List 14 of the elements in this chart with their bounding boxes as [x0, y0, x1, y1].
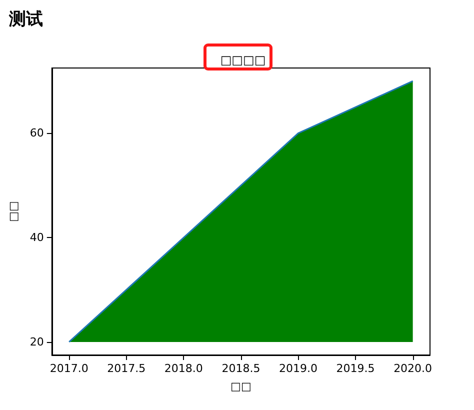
x-axis-title: □□: [230, 380, 252, 393]
x-tick-label: 2018.5: [222, 362, 260, 375]
chart-subtitle: 测试: [8, 10, 43, 30]
x-tick-label: 2020.0: [394, 362, 432, 375]
x-tick-label: 2018.0: [164, 362, 203, 375]
x-tick-label: 2019.0: [278, 362, 318, 375]
chart-title: □□□□: [220, 53, 266, 67]
x-tick-label: 2017.0: [50, 362, 88, 375]
y-tick-label: 60: [30, 126, 44, 140]
y-axis-title: □□: [7, 201, 20, 222]
y-tick-label: 20: [30, 335, 44, 348]
x-tick-label: 2019.5: [336, 362, 375, 375]
x-tick-label: 2017.5: [107, 362, 146, 375]
y-tick-label: 40: [30, 231, 44, 244]
